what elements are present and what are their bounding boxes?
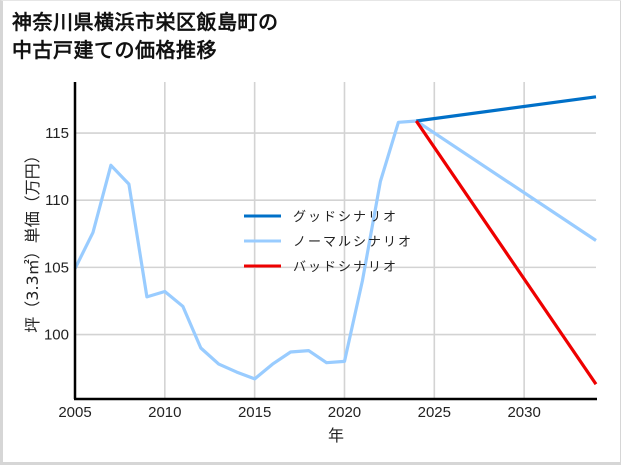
chart-title: 神奈川県横浜市栄区飯島町の 中古戸建ての価格推移 <box>12 8 279 64</box>
axes <box>73 82 597 401</box>
x-tick-label: 2030 <box>507 404 540 421</box>
x-tick-label: 2005 <box>58 404 91 421</box>
series-lines <box>73 95 598 386</box>
y-axis-label: 坪（3.3㎡）単価（万円） <box>23 147 42 332</box>
x-tick-label: 2025 <box>418 404 451 421</box>
series-line <box>414 120 598 386</box>
legend-label: ノーマルシナリオ <box>293 235 413 250</box>
y-tick-label: 105 <box>44 259 69 276</box>
y-tick-labels: 100 105 110 115 <box>44 125 69 343</box>
series-line <box>73 119 597 381</box>
x-tick-labels: 2005 2010 2015 2020 2025 2030 <box>58 404 541 421</box>
chart-title-line-2: 中古戸建ての価格推移 <box>12 38 217 62</box>
x-tick-label: 2010 <box>148 404 181 421</box>
y-tick-label: 100 <box>44 327 69 344</box>
legend-label: バッドシナリオ <box>293 260 398 275</box>
y-tick-label: 110 <box>45 192 69 209</box>
legend-label: グッドシナリオ <box>293 210 398 225</box>
chart-title-line-1: 神奈川県横浜市栄区飯島町の <box>12 10 279 34</box>
series-line <box>416 95 597 123</box>
x-tick-label: 2015 <box>238 404 271 421</box>
y-tick-label: 115 <box>45 125 69 142</box>
x-tick-label: 2020 <box>328 404 361 421</box>
x-axis-label: 年 <box>328 426 344 445</box>
